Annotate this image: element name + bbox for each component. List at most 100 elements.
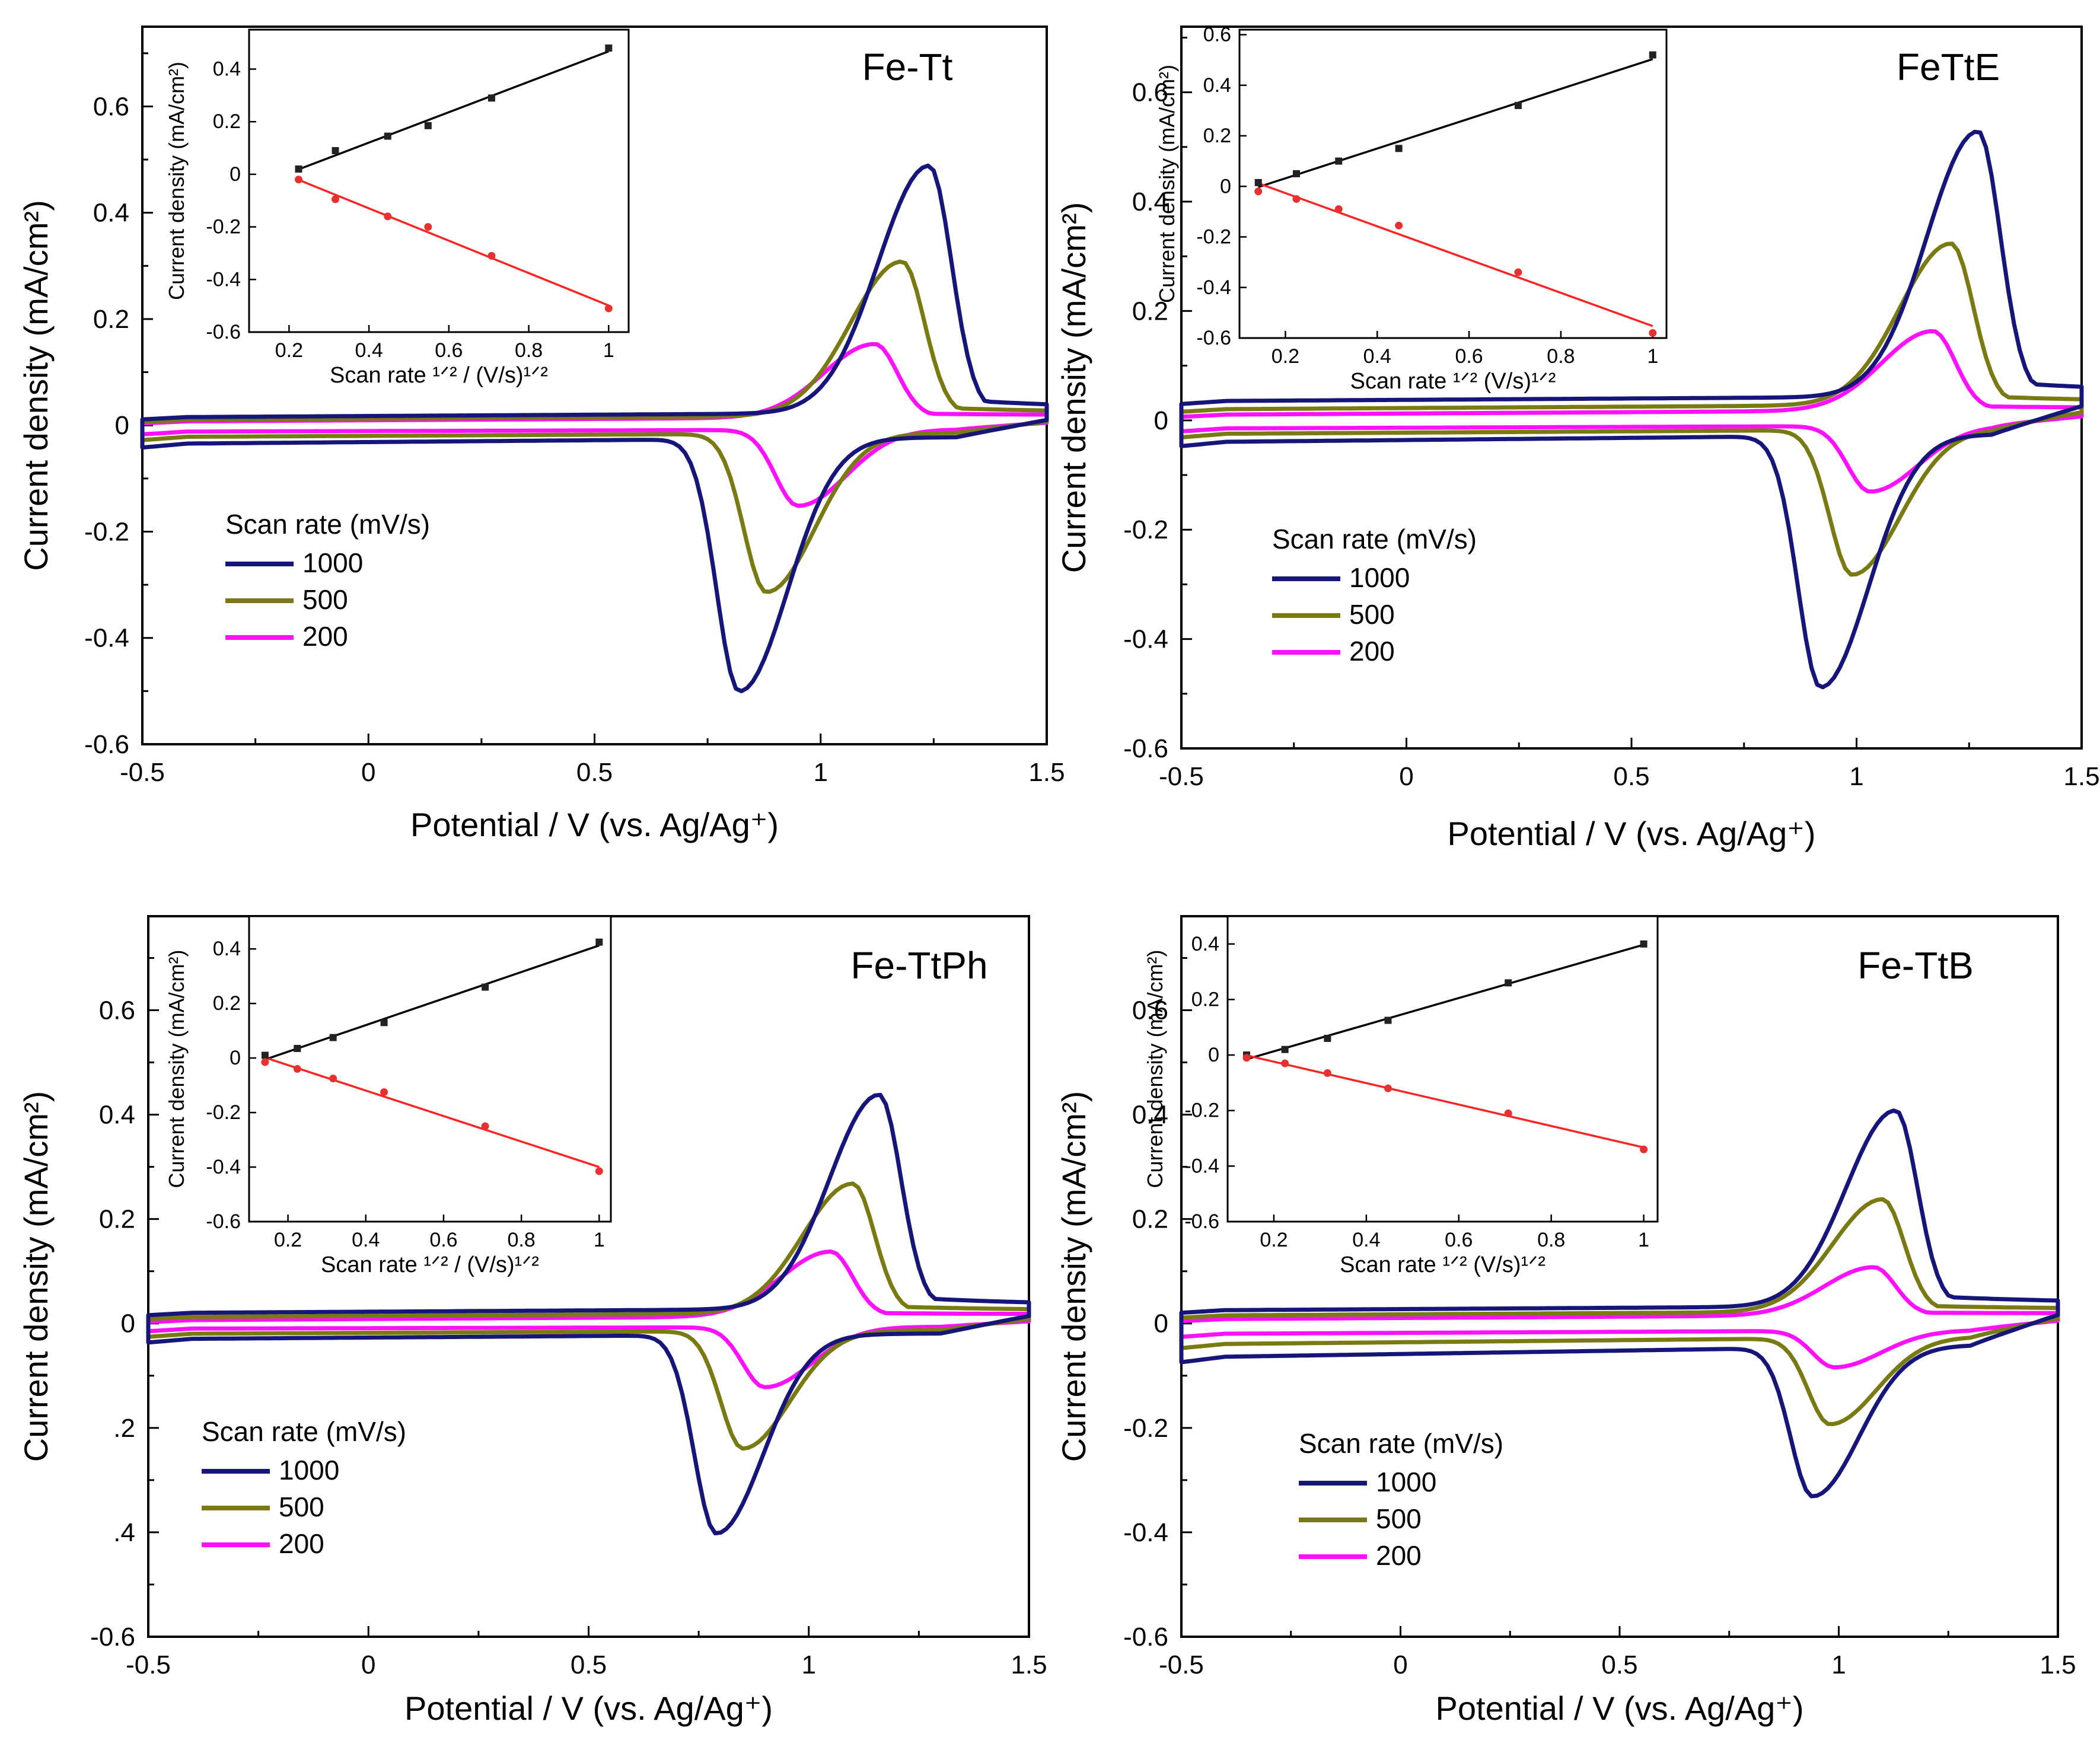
y-tick-label: 0.2 — [99, 1205, 135, 1234]
legend-title: Scan rate (mV/s) — [225, 509, 430, 540]
inset-x-tick-label: 0.2 — [1272, 345, 1299, 368]
inset-anodic-point — [294, 1045, 301, 1053]
inset-y-label: Current density (mA/cm²) — [1155, 65, 1179, 303]
panel-title: FeTtE — [1897, 46, 2000, 88]
legend-title: Scan rate (mV/s) — [1272, 524, 1477, 554]
inset-cathodic-point — [424, 223, 432, 231]
y-tick-label: 0 — [115, 411, 129, 440]
cv-curve-200 — [1179, 1265, 2060, 1370]
x-tick-label: 1 — [814, 758, 828, 787]
inset-anodic-point — [1640, 940, 1648, 948]
inset-anodic-point — [595, 938, 603, 946]
legend-label: 1000 — [1376, 1467, 1436, 1497]
inset-anodic-point — [1505, 979, 1512, 987]
cv-curve-200 — [146, 1249, 1031, 1389]
inset-x-tick-label: 1 — [603, 339, 614, 362]
panel-title: Fe-TtPh — [850, 944, 987, 987]
y-tick-label: -0.4 — [1123, 625, 1168, 654]
inset-y-tick-label: 0.2 — [1191, 988, 1219, 1011]
inset-cathodic-point — [1395, 221, 1403, 229]
inset-x-label: Scan rate ¹ᐟ² / (V/s)¹ᐟ² — [330, 363, 548, 388]
panel-title: Fe-TtB — [1857, 944, 1974, 987]
inset-y-tick-label: 0 — [230, 1047, 241, 1069]
y-tick-label: .4 — [113, 1518, 135, 1547]
x-axis-label: Potential / V (vs. Ag/Ag⁺) — [1448, 815, 1816, 852]
inset-cathodic-fit-line — [1258, 182, 1653, 327]
inset-anodic-point — [1281, 1045, 1289, 1053]
y-tick-label: -0.6 — [84, 730, 129, 759]
inset-x-label: Scan rate ¹ᐟ² / (V/s)¹ᐟ² — [321, 1252, 539, 1277]
inset-x-tick-label: 0.4 — [352, 1229, 380, 1251]
x-tick-label: 1 — [802, 1650, 816, 1679]
inset-x-label: Scan rate ¹ᐟ² (V/s)¹ᐟ² — [1350, 369, 1556, 394]
x-tick-label: 0 — [1393, 1650, 1407, 1679]
inset-cathodic-point — [487, 251, 496, 260]
inset-cathodic-point — [1242, 1054, 1251, 1062]
cv-curve-1000 — [146, 1092, 1031, 1535]
inset-x-tick-label: 1 — [1638, 1229, 1649, 1251]
x-tick-label: 0 — [361, 758, 375, 787]
inset-cathodic-point — [1334, 205, 1343, 213]
y-tick-label: 0 — [1154, 1309, 1168, 1338]
x-tick-label: 0.5 — [571, 1650, 607, 1679]
inset-cathodic-point — [1254, 187, 1263, 196]
legend-label: 500 — [1376, 1503, 1422, 1534]
x-tick-label: -0.5 — [1159, 762, 1204, 791]
cv-curve-200 — [1179, 329, 2084, 494]
inset-x-tick-label: 0.6 — [1445, 1229, 1473, 1251]
x-tick-label: -0.5 — [126, 1650, 171, 1679]
cv-curve-500 — [1179, 1197, 2060, 1426]
inset-y-label: Current density (mA/cm²) — [1143, 949, 1167, 1188]
inset-y-tick-label: -0.4 — [1196, 276, 1231, 299]
inset-y-tick-label: -0.6 — [206, 321, 241, 343]
x-tick-label: 0.5 — [576, 758, 613, 787]
inset-cathodic-point — [293, 1065, 301, 1073]
inset-y-tick-label: 0.4 — [1203, 74, 1231, 97]
y-tick-label: 0.2 — [1132, 297, 1168, 326]
inset-plot: 0.2 0.4 0.6 0.8 1-0.6-0.4-0.200.20.40.6Scan … — [1155, 24, 1668, 394]
inset-cathodic-point — [1504, 1109, 1512, 1117]
inset-y-tick-label: 0.4 — [213, 938, 241, 960]
legend-label: 200 — [1349, 636, 1395, 667]
inset-y-tick-label: 0.6 — [1203, 24, 1231, 46]
inset-y-label: Current density (mA/cm²) — [164, 62, 189, 300]
y-tick-label: 0 — [1154, 406, 1168, 435]
y-tick-label: -0.4 — [84, 624, 129, 653]
y-tick-label: 0.4 — [99, 1101, 135, 1130]
y-tick-label: .2 — [113, 1414, 135, 1443]
cv-curve-1000 — [1179, 1108, 2060, 1499]
inset-x-tick-label: 0.8 — [515, 339, 543, 362]
inset-y-tick-label: -0.4 — [206, 268, 241, 291]
inset-cathodic-point — [1323, 1069, 1331, 1078]
inset-anodic-point — [332, 147, 339, 154]
cv-curve-1000 — [140, 163, 1049, 693]
y-tick-label: 0.6 — [1132, 996, 1168, 1025]
inset-anodic-fit-line — [265, 944, 600, 1061]
inset-y-tick-label: -0.6 — [1196, 327, 1231, 349]
cv-panel-fe-ttb: -0.5 0 0.5 1 1.5 -0.6 -0.4 -0.2 0 0.2 0.4 0.6 Potent… — [1055, 915, 2076, 1727]
inset-cathodic-point — [295, 176, 303, 184]
inset-anodic-fit-line — [1258, 58, 1653, 189]
inset-anodic-point — [424, 122, 432, 129]
inset-anodic-point — [1649, 51, 1656, 59]
inset-y-tick-label: -0.2 — [206, 1101, 241, 1124]
inset-y-tick-label: 0.4 — [213, 58, 241, 81]
inset-x-tick-label: 0.2 — [1260, 1229, 1288, 1251]
y-tick-label: 0.6 — [93, 92, 129, 121]
inset-x-tick-label: 0.4 — [1363, 345, 1391, 368]
inset-x-tick-label: 0.2 — [274, 1229, 302, 1251]
y-tick-label: -0.2 — [1123, 515, 1168, 544]
inset-x-tick-label: 0.6 — [1455, 345, 1483, 368]
legend-label: 200 — [302, 621, 348, 652]
inset-cathodic-point — [1514, 268, 1522, 276]
inset-y-tick-label: -0.2 — [1184, 1099, 1219, 1122]
inset-anodic-point — [1384, 1016, 1392, 1024]
inset-y-tick-label: 0 — [1220, 175, 1231, 197]
inset-y-tick-label: 0.2 — [1203, 125, 1231, 147]
inset-y-tick-label: -0.6 — [206, 1210, 241, 1233]
y-tick-label: -0.6 — [1123, 734, 1168, 763]
x-tick-label: 0.5 — [1601, 1650, 1637, 1679]
legend-title: Scan rate (mV/s) — [1299, 1428, 1503, 1459]
inset-cathodic-fit-line — [298, 178, 609, 307]
